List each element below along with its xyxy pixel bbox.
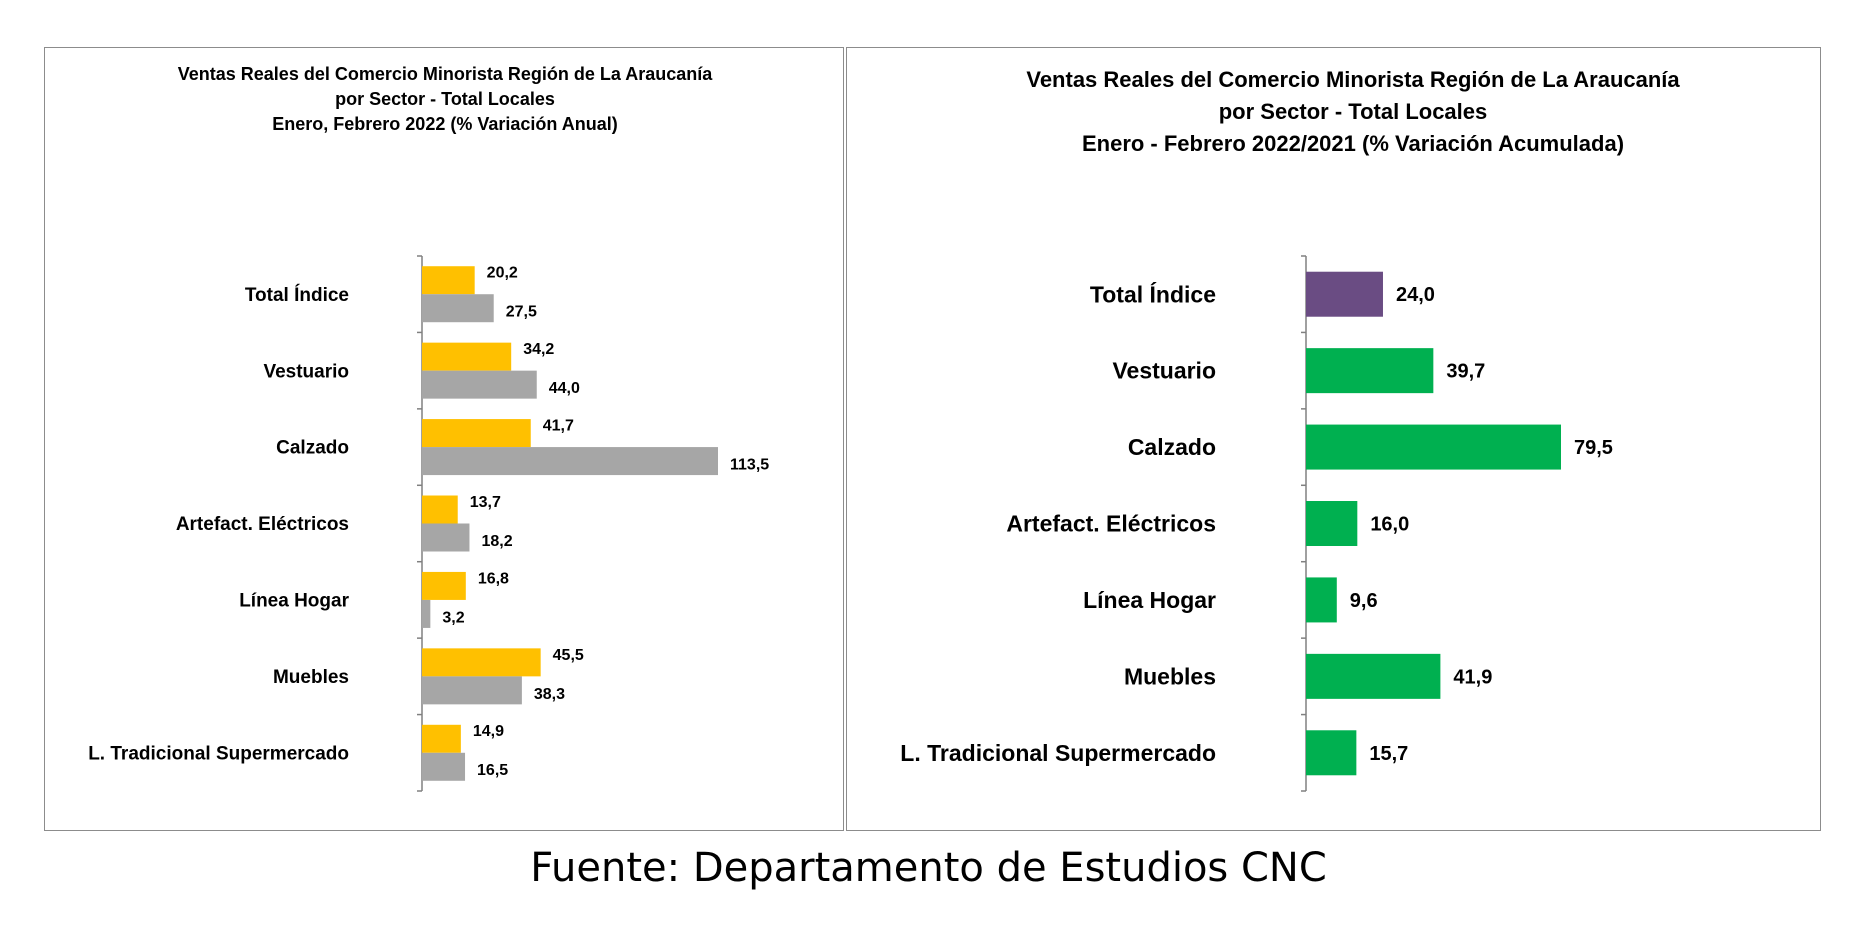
category-label: Muebles <box>273 667 349 688</box>
category-label: Artefact. Eléctricos <box>176 514 349 535</box>
category-label: L. Tradicional Supermercado <box>88 743 349 764</box>
bar <box>422 676 522 705</box>
bar <box>1306 348 1434 394</box>
category-label: Vestuario <box>263 361 349 382</box>
category-label: Total Índice <box>245 284 349 306</box>
bar <box>422 370 537 399</box>
data-label: 113,5 <box>730 456 769 473</box>
data-label: 41,9 <box>1453 666 1492 688</box>
chart-panel-annual: Ventas Reales del Comercio Minorista Reg… <box>44 47 844 831</box>
bar <box>1306 424 1561 470</box>
data-label: 39,7 <box>1446 361 1485 383</box>
data-label: 13,7 <box>470 494 501 511</box>
data-label: 24,0 <box>1396 284 1435 306</box>
data-label: 16,5 <box>477 762 508 779</box>
data-label: 79,5 <box>1574 437 1613 459</box>
data-label: 41,7 <box>543 417 574 434</box>
category-label: Calzado <box>276 438 349 459</box>
bar <box>1306 271 1383 317</box>
bar <box>422 495 458 524</box>
chart-cumulative: Ventas Reales del Comercio Minorista Reg… <box>900 67 1680 792</box>
bar <box>422 294 494 323</box>
bar <box>422 724 461 753</box>
bar <box>1306 501 1358 546</box>
source-note: Fuente: Departamento de Estudios CNC <box>530 845 1327 891</box>
chart-title-line: Enero, Febrero 2022 (% Variación Anual) <box>272 114 617 134</box>
data-label: 18,2 <box>481 533 512 550</box>
chart-annual: Ventas Reales del Comercio Minorista Reg… <box>88 64 769 792</box>
data-label: 9,6 <box>1350 590 1378 612</box>
bar <box>422 342 512 371</box>
chart-title-line: Ventas Reales del Comercio Minorista Reg… <box>178 64 713 84</box>
bar <box>422 752 466 781</box>
chart-title-line: Enero - Febrero 2022/2021 (% Variación A… <box>1082 131 1624 156</box>
bar <box>422 599 431 628</box>
data-label: 44,0 <box>549 380 580 397</box>
bar <box>422 571 466 600</box>
data-label: 14,9 <box>473 723 504 740</box>
data-label: 27,5 <box>506 304 537 321</box>
bar <box>422 648 541 677</box>
bar <box>1306 577 1337 623</box>
category-label: Calzado <box>1128 434 1216 460</box>
category-label: Línea Hogar <box>1083 587 1216 613</box>
data-label: 15,7 <box>1369 743 1408 765</box>
bar <box>422 419 531 448</box>
bar <box>422 523 470 552</box>
chart-panel-cumulative: Ventas Reales del Comercio Minorista Reg… <box>846 47 1821 831</box>
data-label: 38,3 <box>534 686 565 703</box>
data-label: 16,0 <box>1370 514 1409 536</box>
category-label: Muebles <box>1124 663 1216 689</box>
category-label: L. Tradicional Supermercado <box>900 740 1216 766</box>
bar <box>1306 730 1357 776</box>
chart-title-line: por Sector - Total Locales <box>1219 99 1488 124</box>
chart-title-line: Ventas Reales del Comercio Minorista Reg… <box>1026 67 1680 92</box>
data-label: 16,8 <box>478 570 509 587</box>
chart-title-line: por Sector - Total Locales <box>335 89 555 109</box>
data-label: 3,2 <box>442 609 464 626</box>
category-label: Artefact. Eléctricos <box>1006 511 1216 537</box>
data-label: 34,2 <box>523 341 554 358</box>
category-label: Vestuario <box>1112 358 1216 384</box>
bar <box>1306 653 1441 699</box>
bar <box>422 447 718 476</box>
category-label: Total Índice <box>1090 280 1216 307</box>
category-label: Línea Hogar <box>239 591 349 612</box>
data-label: 20,2 <box>487 265 518 282</box>
data-label: 45,5 <box>553 647 584 664</box>
bar <box>422 266 475 295</box>
